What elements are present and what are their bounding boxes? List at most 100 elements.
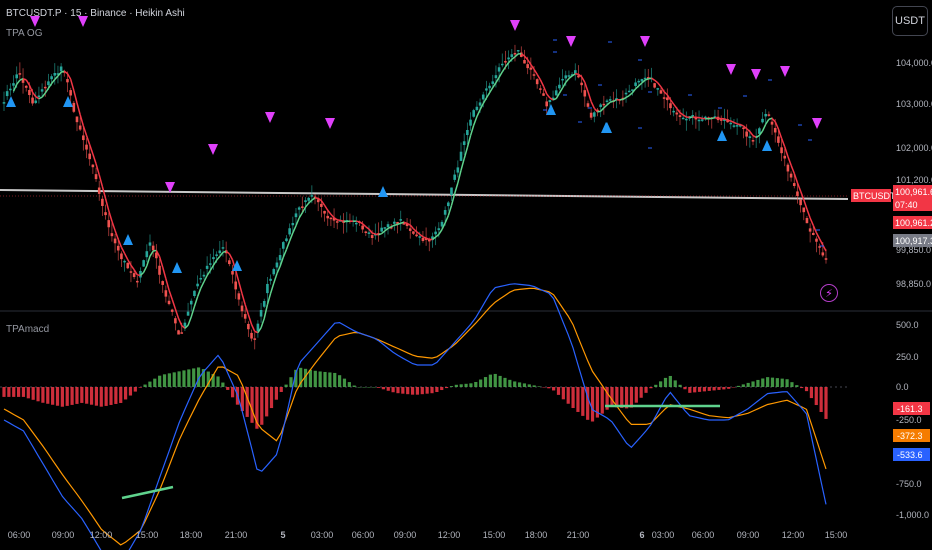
ma-line-segment — [333, 217, 338, 221]
macd-histogram-bar — [629, 387, 634, 408]
macd-histogram-bar — [80, 387, 84, 403]
ma-line-segment — [666, 94, 672, 101]
down-signal-marker — [566, 36, 576, 47]
candle — [704, 116, 707, 119]
candle — [780, 147, 783, 154]
candle — [593, 112, 596, 117]
candle — [802, 207, 806, 213]
ma-line-segment — [790, 164, 795, 174]
ma-line-segment — [593, 107, 599, 113]
ma-line-segment — [28, 84, 34, 93]
ma-line-segment — [378, 232, 382, 236]
candle — [189, 300, 193, 305]
macd-histogram-bar — [620, 387, 624, 408]
macd-histogram-bar — [231, 387, 235, 398]
candle — [440, 221, 444, 227]
macd-histogram-bar — [55, 387, 60, 406]
ma-line-segment — [127, 259, 132, 266]
macd-histogram-bar — [517, 382, 522, 387]
ma-line-segment — [514, 53, 519, 58]
candle — [285, 238, 288, 242]
ma-line-segment — [498, 71, 503, 78]
up-signal-marker — [63, 96, 73, 107]
macd-histogram-bar — [94, 387, 99, 406]
up-signal-marker — [717, 130, 727, 141]
price-tag: 100,961.2 — [893, 216, 932, 229]
ma-line-segment — [746, 128, 751, 133]
candle — [783, 155, 787, 159]
ma-line-segment — [311, 197, 316, 201]
price-axis-label: 99,850.0 — [896, 245, 931, 255]
macd-histogram-bar — [697, 387, 702, 392]
ma-line-segment — [651, 77, 656, 81]
macd-histogram-bar — [615, 387, 619, 408]
ma-line-segment — [35, 96, 40, 100]
ma-line-segment — [381, 230, 386, 235]
ma-line-segment — [409, 224, 414, 230]
candle — [367, 232, 371, 234]
ma-line-segment — [565, 78, 570, 83]
ma-line-segment — [508, 58, 513, 64]
support-line — [0, 189, 849, 200]
macd-histogram-bar — [289, 377, 293, 387]
candle — [500, 63, 504, 66]
candle — [462, 141, 466, 145]
price-tag-text: 100,961.6 — [895, 187, 932, 197]
macd-axis-label: 500.0 — [896, 320, 919, 330]
price-tag-bg — [893, 216, 932, 229]
ma-line-segment — [142, 265, 148, 273]
time-axis-label: 03:00 — [311, 530, 334, 540]
currency-button[interactable]: USDT — [892, 6, 928, 36]
candle — [47, 81, 50, 86]
candle — [174, 318, 177, 324]
ma-line-segment — [104, 198, 110, 211]
macd-axis-label: -250.0 — [896, 415, 922, 425]
candle — [56, 73, 60, 75]
macd-histogram-bar — [177, 371, 181, 387]
macd-histogram-bar — [556, 387, 561, 395]
macd-histogram-bar — [508, 379, 512, 387]
macd-histogram-bar — [795, 385, 799, 387]
candle — [789, 173, 793, 178]
macd-legend[interactable]: TPAmacd — [6, 324, 50, 335]
candle — [272, 269, 276, 275]
ma-line-segment — [466, 135, 472, 148]
macd-histogram-bar — [187, 369, 191, 387]
candle — [294, 213, 298, 218]
macd-histogram-bar — [104, 387, 108, 406]
ma-line-segment — [663, 91, 668, 96]
ma-line-segment — [260, 318, 265, 329]
candle — [389, 227, 393, 229]
candle — [75, 116, 79, 123]
macd-histogram-bar — [702, 387, 707, 392]
candle — [142, 260, 145, 267]
indicator-legend[interactable]: TPA OG — [6, 28, 43, 39]
macd-histogram-bar — [761, 378, 765, 387]
macd-histogram-bar — [644, 387, 648, 393]
up-signal-marker — [232, 260, 242, 271]
candle — [354, 222, 358, 225]
macd-tag-text: -372.3 — [897, 431, 923, 441]
candle — [513, 53, 517, 55]
macd-histogram-bar — [211, 373, 215, 387]
ma-line-segment — [447, 205, 453, 216]
ma-line-segment — [365, 226, 370, 230]
candle — [532, 74, 536, 76]
ma-line-segment — [390, 224, 395, 228]
ma-line-segment — [92, 153, 97, 164]
lightning-icon[interactable]: ⚡ — [820, 284, 838, 302]
ma-line-segment — [606, 101, 611, 106]
candle — [202, 274, 206, 277]
candle — [567, 75, 571, 77]
ma-line-segment — [308, 199, 313, 204]
macd-histogram-bar — [36, 387, 40, 402]
candle — [561, 78, 564, 81]
ma-line-segment — [818, 238, 824, 246]
candle — [761, 118, 764, 123]
candle — [520, 52, 523, 57]
ma-line-segment — [254, 330, 259, 334]
macd-histogram-bar — [255, 387, 259, 429]
ma-line-segment — [485, 92, 491, 99]
symbol-legend[interactable]: BTCUSDT.P · 15 · Binance · Heikin Ashi — [6, 8, 185, 19]
